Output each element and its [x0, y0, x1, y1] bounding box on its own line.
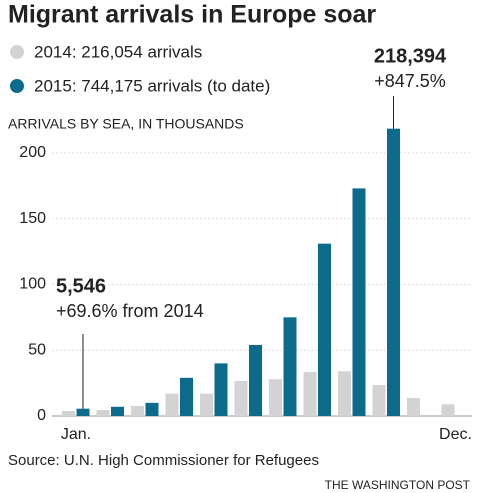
annotation: +847.5%	[374, 71, 446, 91]
x-tick-label: Dec.	[439, 426, 472, 443]
legend-swatch	[10, 45, 24, 59]
credit: THE WASHINGTON POST	[325, 478, 471, 492]
bar	[234, 381, 248, 416]
bar	[111, 406, 124, 416]
bar	[269, 379, 282, 416]
bar	[387, 128, 400, 417]
bar	[338, 371, 351, 416]
bar	[96, 410, 110, 416]
bar	[180, 377, 193, 416]
bar	[407, 397, 420, 416]
data-label: 5,546	[56, 275, 106, 297]
bar	[76, 408, 90, 416]
annotation: +69.6% from 2014	[56, 301, 204, 321]
bar	[352, 188, 366, 416]
y-tick-label: 200	[19, 144, 46, 161]
bar	[62, 411, 75, 416]
bar	[165, 393, 179, 416]
legend-label: 2014: 216,054 arrivals	[34, 42, 202, 61]
bar	[441, 404, 455, 416]
chart-title: Migrant arrivals in Europe soar	[8, 1, 376, 29]
bar	[249, 344, 262, 416]
bar	[131, 406, 144, 416]
bar	[372, 385, 386, 416]
source: Source: U.N. High Commissioner for Refug…	[8, 452, 319, 469]
data-label: 218,394	[374, 45, 447, 67]
bar	[283, 317, 297, 416]
y-tick-label: 0	[37, 407, 46, 424]
bar	[318, 243, 331, 416]
y-tick-label: 100	[19, 276, 46, 293]
y-axis-label: ARRIVALS BY SEA, IN THOUSANDS	[8, 116, 244, 132]
legend-swatch	[10, 79, 24, 93]
x-tick-label: Jan.	[61, 426, 91, 443]
y-tick-label: 150	[19, 210, 46, 227]
y-tick-label: 50	[28, 341, 46, 358]
legend-label: 2015: 744,175 arrivals (to date)	[34, 76, 270, 95]
bar	[200, 393, 213, 416]
bar	[145, 402, 159, 416]
bar	[214, 363, 228, 416]
bar	[303, 371, 317, 416]
